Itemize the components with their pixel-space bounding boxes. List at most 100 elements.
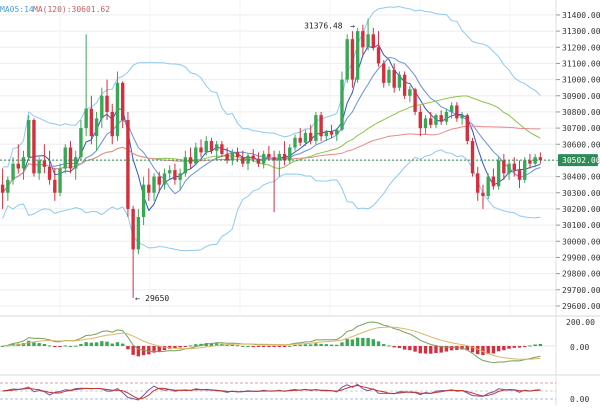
price-tick-label: 29700.00: [562, 286, 600, 295]
macd-bar-down: [282, 346, 287, 347]
candle-up: [288, 147, 292, 161]
candle-down: [502, 160, 506, 174]
macd-bar-up: [74, 345, 78, 347]
macd-bar-up: [225, 344, 229, 346]
macd-bar-up: [335, 344, 339, 346]
candle-up: [261, 153, 266, 164]
macd-bar-down: [58, 346, 62, 347]
price-tick-label: 31100.00: [562, 59, 600, 68]
bollinger-bands: [2, 5, 541, 252]
candle-down: [131, 208, 135, 250]
price-tick-label: 31400.00: [562, 11, 600, 20]
candle-down: [402, 74, 407, 96]
macd-bar-down: [444, 346, 449, 352]
macd-dea-line: [2, 326, 541, 360]
macd-bar-up: [68, 345, 73, 347]
candle-up: [397, 74, 402, 88]
candle-down: [68, 147, 73, 169]
candle-up: [366, 34, 370, 48]
candle-down: [89, 108, 94, 137]
macd-bar-down: [53, 346, 57, 348]
price-tick-label: 30000.00: [562, 237, 600, 246]
oscillator-panel: [0, 382, 556, 401]
candle-up: [178, 173, 182, 180]
candle-up: [100, 95, 104, 119]
candles-layer[interactable]: [0, 18, 543, 298]
macd-bar-down: [183, 346, 188, 347]
macd-bar-up: [235, 345, 240, 347]
macd-bar-up: [293, 344, 297, 346]
candle-up: [303, 132, 308, 143]
macd-bar-up: [533, 344, 537, 346]
candle-up: [214, 144, 219, 151]
candle-down: [517, 170, 522, 180]
ma-partial-label: MA05:14: [0, 5, 34, 14]
ma-10-line: [2, 56, 541, 195]
macd-bar-up: [376, 341, 381, 346]
macd-bar-down: [517, 346, 522, 348]
candle-down: [47, 166, 52, 180]
candle-up: [449, 105, 454, 112]
macd-bar-down: [261, 346, 266, 347]
candle-down: [538, 157, 543, 161]
candle-down: [225, 153, 229, 161]
macd-bar-up: [387, 345, 391, 347]
candle-up: [496, 160, 501, 187]
candle-up: [486, 176, 490, 196]
current-price-tag: [558, 154, 598, 167]
candle-down: [188, 157, 193, 164]
macd-bar-down: [157, 346, 161, 352]
price-tick-label: 29600.00: [562, 302, 600, 311]
macd-bar-up: [361, 337, 365, 346]
candle-up: [408, 89, 412, 96]
macd-bar-down: [167, 346, 172, 349]
candle-up: [21, 157, 26, 169]
macd-bar-up: [188, 345, 193, 347]
macd-bar-down: [162, 346, 167, 351]
candle-down: [121, 82, 125, 121]
macd-bar-down: [277, 346, 282, 347]
macd-bar-up: [0, 346, 5, 347]
macd-bar-up: [37, 343, 41, 346]
macd-panel: [0, 321, 556, 364]
macd-bar-down: [413, 346, 417, 352]
macd-bar-down: [470, 346, 475, 353]
candle-up: [37, 160, 41, 174]
macd-dif-line: [2, 321, 541, 364]
macd-zero-label: 0.00: [570, 343, 589, 352]
candle-down: [0, 184, 5, 193]
candle-down: [481, 192, 485, 196]
candle-down: [126, 120, 130, 209]
high-arrow-icon: →: [350, 22, 355, 31]
macd-bar-up: [324, 344, 329, 346]
candle-up: [314, 115, 318, 142]
candle-down: [298, 137, 302, 143]
macd-bar-up: [298, 344, 302, 346]
macd-bar-up: [110, 343, 114, 346]
macd-bar-up: [303, 344, 308, 346]
macd-bar-down: [178, 346, 182, 348]
price-tick-label: 30200.00: [562, 205, 600, 214]
candle-down: [361, 31, 365, 48]
macd-bar-down: [434, 346, 438, 353]
candle-up: [507, 163, 511, 174]
price-tick-label: 29900.00: [562, 253, 600, 262]
macd-bar-up: [246, 345, 250, 347]
macd-bar-down: [502, 346, 506, 351]
macd-bar-up: [329, 344, 334, 346]
macd-bar-up: [63, 345, 67, 347]
macd-bar-down: [402, 346, 407, 350]
candle-up: [335, 129, 339, 135]
candle-up: [434, 115, 438, 125]
macd-bar-up: [214, 343, 219, 346]
macd-bar-down: [418, 346, 422, 354]
macd-bar-up: [382, 344, 386, 346]
candle-up: [84, 108, 88, 129]
macd-bar-up: [538, 343, 543, 346]
macd-bar-up: [230, 344, 235, 346]
candle-down: [16, 163, 20, 169]
macd-bar-down: [449, 346, 454, 351]
candle-up: [533, 157, 537, 164]
